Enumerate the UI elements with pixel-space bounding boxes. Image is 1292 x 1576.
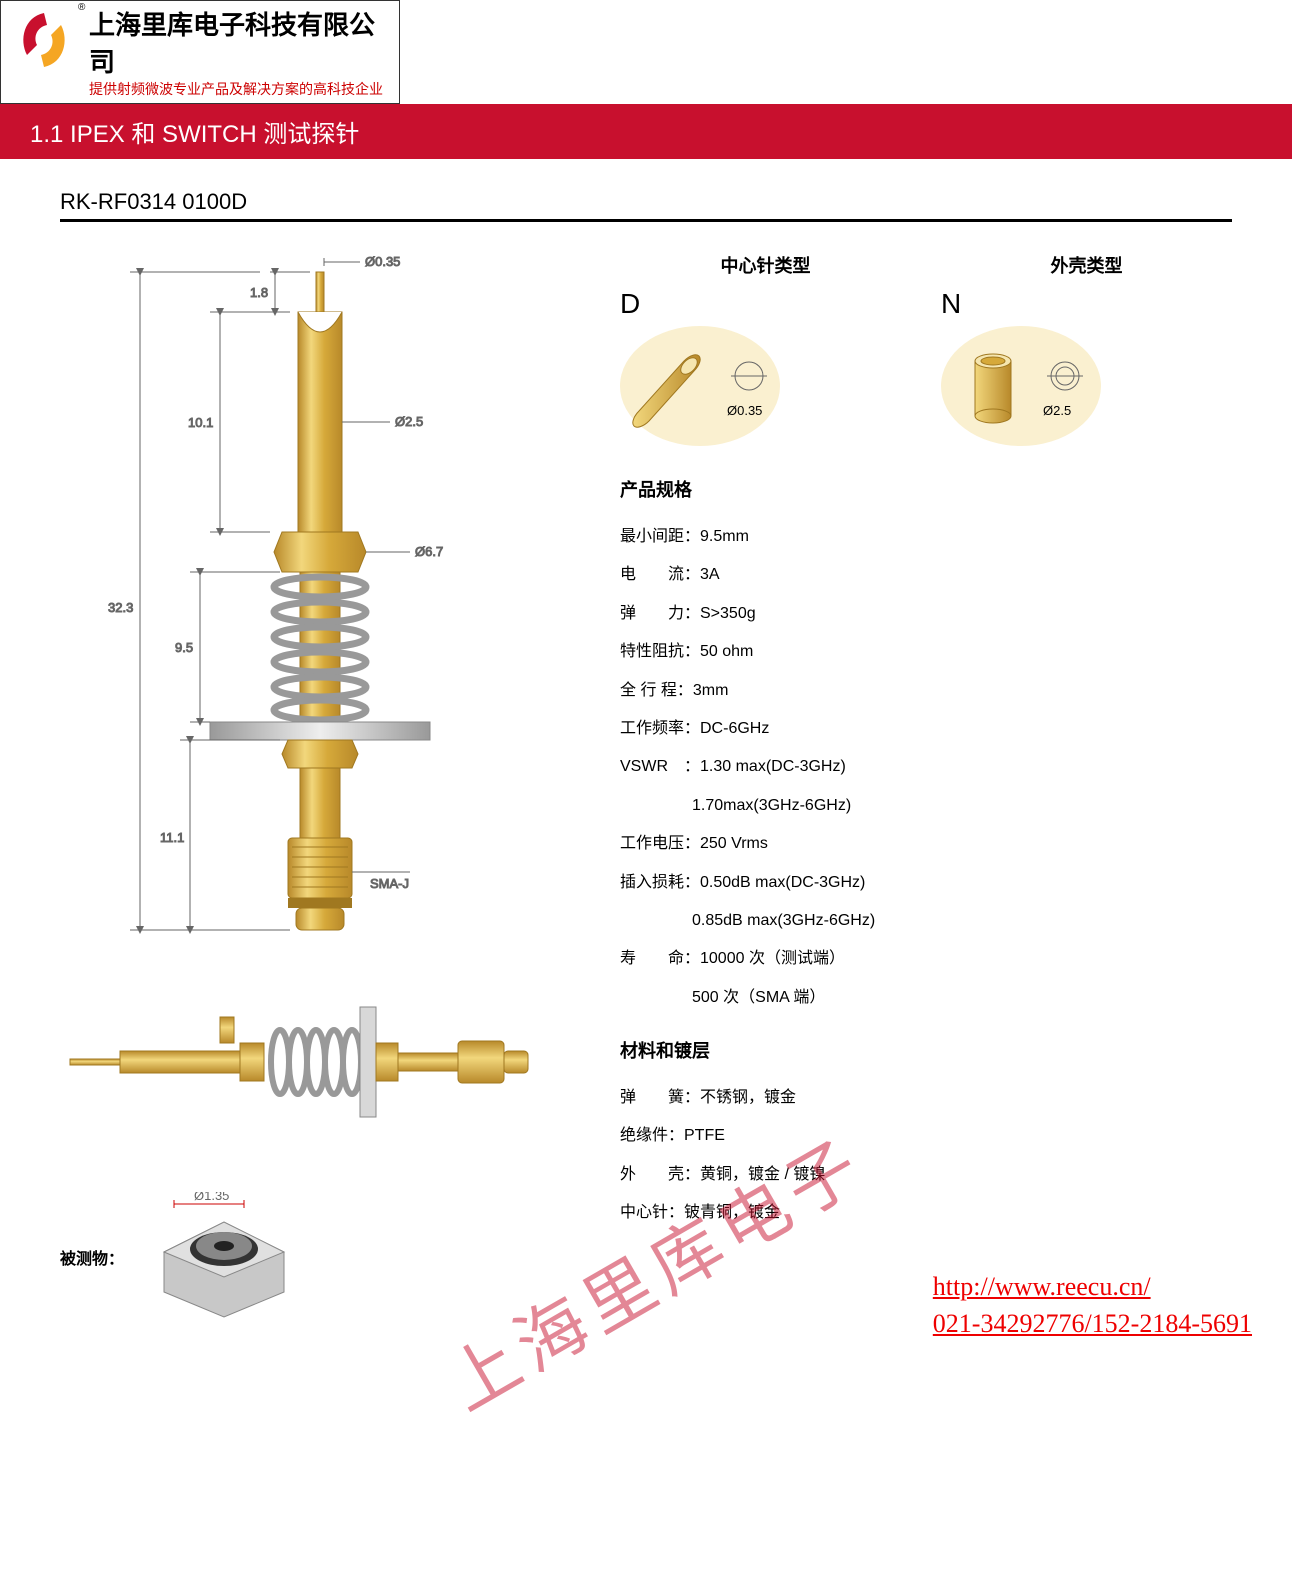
svg-text:Ø2.5: Ø2.5 bbox=[395, 414, 423, 429]
product-code: RK-RF0314 0100D bbox=[60, 189, 1232, 215]
center-pin-dim-icon bbox=[727, 354, 771, 398]
svg-text:9.5: 9.5 bbox=[175, 640, 193, 655]
shell-type: 外壳类型 N bbox=[941, 252, 1232, 446]
svg-text:SMA-J: SMA-J bbox=[370, 876, 409, 891]
material-row: 绝缘件：PTFE bbox=[620, 1117, 1232, 1155]
material-row: 外 壳：黄铜，镀金 / 镀镍 bbox=[620, 1156, 1232, 1194]
spec-row: 弹 力：S>350g bbox=[620, 595, 1232, 633]
trademark: ® bbox=[78, 2, 85, 13]
center-pin-type: 中心针类型 D bbox=[620, 252, 911, 446]
company-tagline: 提供射频微波专业产品及解决方案的高科技企业 bbox=[89, 79, 391, 99]
probe-diagram-main: Ø0.35 1.8 10.1 Ø2.5 Ø6 bbox=[60, 252, 580, 952]
divider bbox=[60, 219, 1232, 222]
spec-list: 最小间距：9.5mm电 流：3A弹 力：S>350g特性阻抗：50 ohm全 行… bbox=[620, 518, 1232, 1017]
footer-contact: http://www.reecu.cn/ 021-34292776/152-21… bbox=[933, 1269, 1252, 1342]
shell-type-icon bbox=[955, 341, 1035, 431]
spec-row: 500 次（SMA 端） bbox=[620, 979, 1232, 1017]
diagram-column: Ø0.35 1.8 10.1 Ø2.5 Ø6 bbox=[60, 252, 580, 1322]
company-name: 上海里库电子科技有限公司 bbox=[89, 5, 391, 79]
spec-column: 中心针类型 D bbox=[620, 252, 1232, 1322]
material-row: 中心针：铍青铜，镀金 bbox=[620, 1194, 1232, 1232]
spec-row: 插入损耗：0.50dB max(DC-3GHz) bbox=[620, 864, 1232, 902]
spec-row: 寿 命：10000 次（测试端） bbox=[620, 940, 1232, 978]
spec-row: 1.70max(3GHz-6GHz) bbox=[620, 787, 1232, 825]
spec-row: VSWR ：1.30 max(DC-3GHz) bbox=[620, 748, 1232, 786]
spec-row: 最小间距：9.5mm bbox=[620, 518, 1232, 556]
spec-row: 特性阻抗：50 ohm bbox=[620, 633, 1232, 671]
materials-heading: 材料和镀层 bbox=[620, 1037, 1232, 1063]
svg-text:Ø1.35: Ø1.35 bbox=[194, 1192, 229, 1203]
company-header: ® 上海里库电子科技有限公司 提供射频微波专业产品及解决方案的高科技企业 bbox=[0, 0, 400, 104]
center-pin-icon bbox=[629, 341, 719, 431]
svg-text:32.3: 32.3 bbox=[108, 600, 133, 615]
svg-text:1.8: 1.8 bbox=[250, 285, 268, 300]
svg-text:Ø0.35: Ø0.35 bbox=[365, 254, 400, 269]
spec-row: 0.85dB max(3GHz-6GHz) bbox=[620, 902, 1232, 940]
spec-row: 工作频率：DC-6GHz bbox=[620, 710, 1232, 748]
spec-row: 工作电压：250 Vrms bbox=[620, 825, 1232, 863]
specs-heading: 产品规格 bbox=[620, 476, 1232, 502]
dut-label: 被测物： bbox=[60, 1245, 124, 1269]
dut-diagram: Ø1.35 bbox=[144, 1192, 304, 1322]
spec-row: 全 行 程：3mm bbox=[620, 672, 1232, 710]
footer-phone: 021-34292776/152-2184-5691 bbox=[933, 1306, 1252, 1342]
svg-text:Ø6.7: Ø6.7 bbox=[415, 544, 443, 559]
company-logo-icon bbox=[9, 5, 79, 75]
spec-row: 电 流：3A bbox=[620, 556, 1232, 594]
shell-dim-icon bbox=[1043, 354, 1087, 398]
section-title-bar: 1.1 IPEX 和 SWITCH 测试探针 bbox=[0, 104, 1292, 159]
probe-diagram-side bbox=[60, 977, 580, 1157]
svg-text:10.1: 10.1 bbox=[188, 415, 213, 430]
materials-list: 弹 簧：不锈钢，镀金绝缘件：PTFE外 壳：黄铜，镀金 / 镀镍中心针：铍青铜，… bbox=[620, 1079, 1232, 1233]
material-row: 弹 簧：不锈钢，镀金 bbox=[620, 1079, 1232, 1117]
svg-text:11.1: 11.1 bbox=[160, 830, 184, 845]
footer-url[interactable]: http://www.reecu.cn/ bbox=[933, 1269, 1252, 1305]
